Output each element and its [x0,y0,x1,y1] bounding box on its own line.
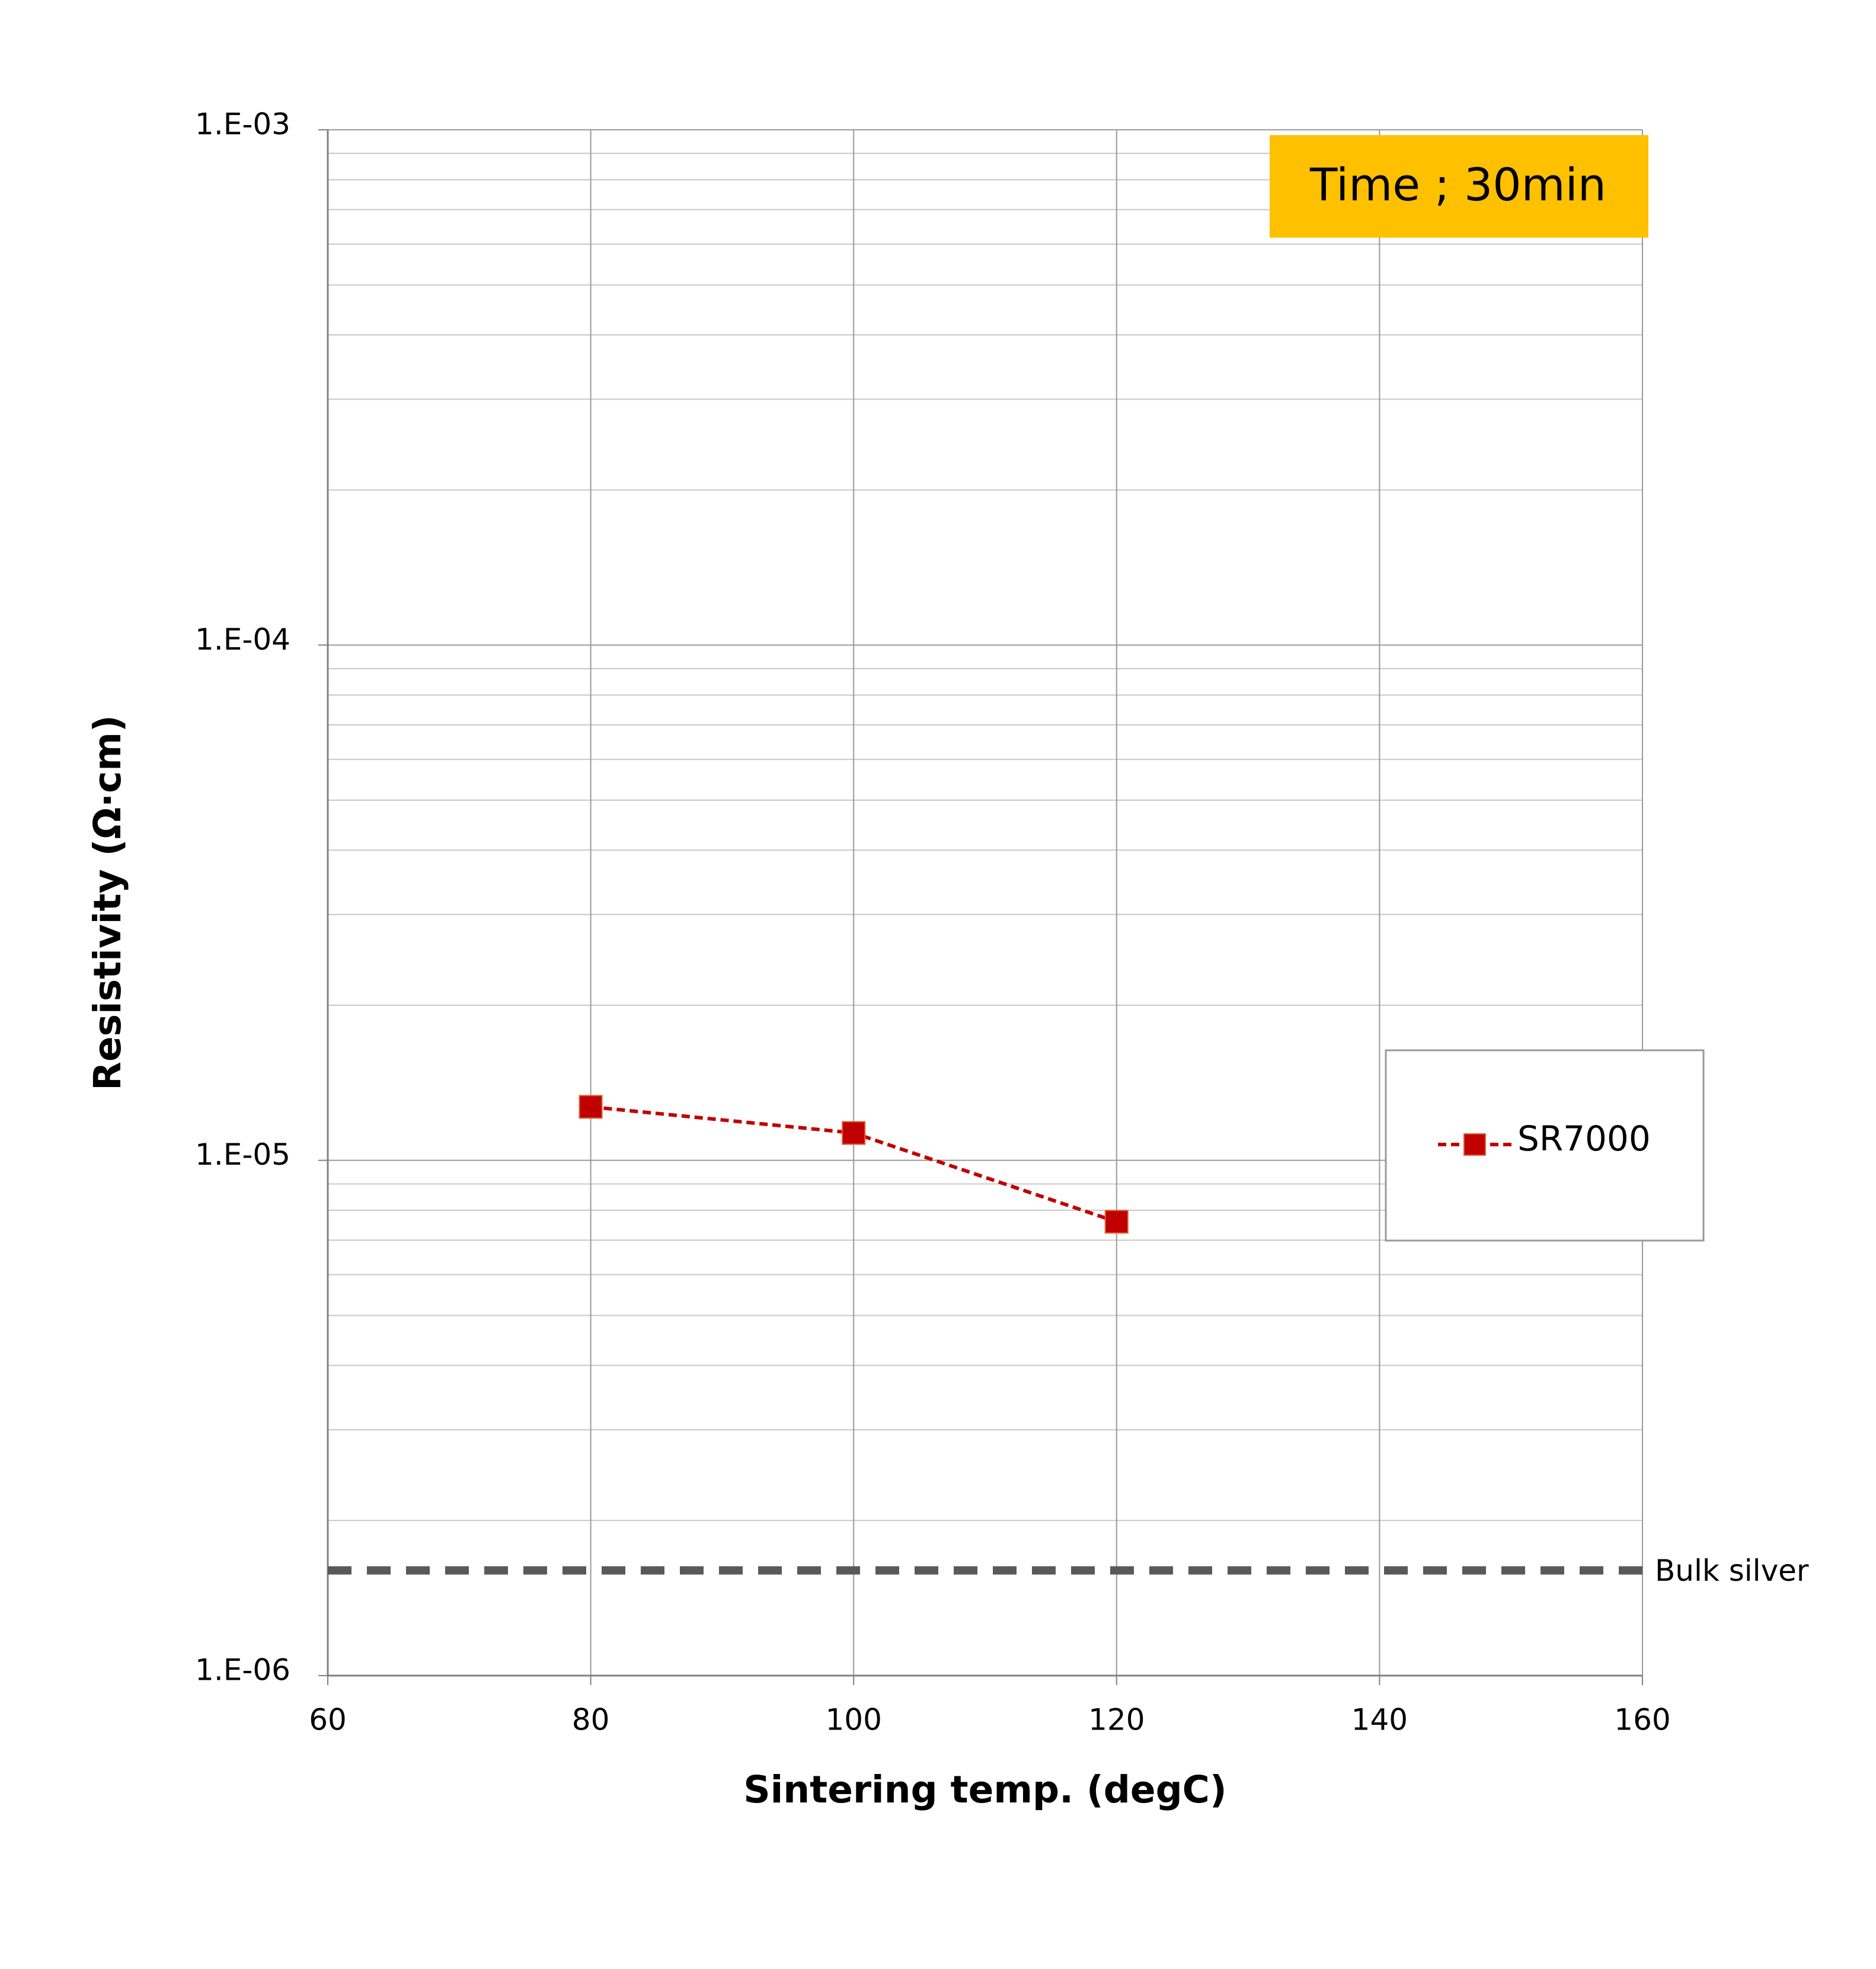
legend-label: SR7000 [1517,1118,1651,1159]
y-axis-title: Resistivity (Ω·cm) [86,715,129,1090]
x-tick-label: 120 [1088,1703,1145,1737]
marker [1104,1210,1129,1234]
x-tick-label: 140 [1351,1703,1408,1737]
annotation-box [1270,135,1648,238]
y-tick-label: 1.E-03 [195,107,290,142]
legend-marker [1463,1133,1486,1156]
y-tick-label: 1.E-06 [195,1653,290,1687]
marker [842,1121,866,1145]
annotation-text: Time ; 30min [1309,158,1606,211]
reference-label: Bulk silver [1655,1554,1809,1588]
marker [579,1095,603,1119]
x-tick-label: 100 [825,1703,881,1737]
x-tick-label: 160 [1614,1703,1670,1737]
x-tick-label: 60 [309,1703,347,1737]
x-tick-label: 80 [572,1703,610,1737]
x-axis-title: Sintering temp. (degC) [743,1768,1226,1811]
y-tick-label: 1.E-04 [195,622,290,657]
y-tick-label: 1.E-05 [195,1137,290,1172]
